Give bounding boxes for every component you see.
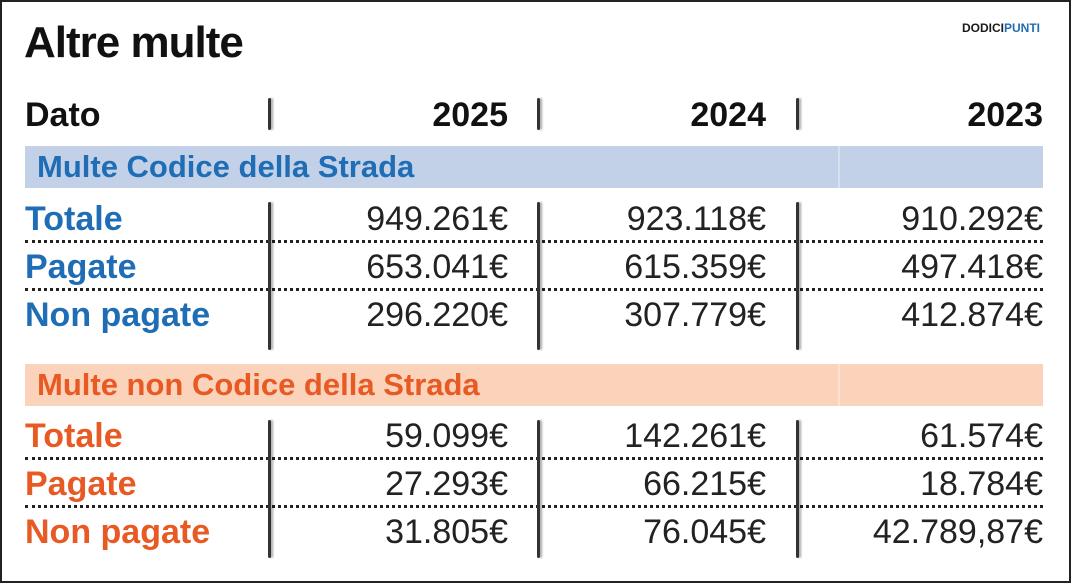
column-divider — [537, 202, 540, 350]
dotted-row-divider — [25, 505, 1043, 508]
row-label: Pagate — [25, 248, 137, 286]
row-label: Pagate — [25, 465, 137, 503]
table-header: Dato 2025 2024 2023 — [25, 92, 1043, 138]
value-cell-2025: 653.041€ — [366, 248, 508, 286]
dotted-row-divider — [25, 288, 1043, 291]
value-cell-2025: 949.261€ — [366, 200, 508, 238]
value-cell-2024: 66.215€ — [643, 465, 766, 503]
value-cell-2023: 61.574€ — [920, 417, 1043, 455]
value-cell-2023: 910.292€ — [901, 200, 1043, 238]
value-cell-2024: 307.779€ — [624, 296, 766, 334]
section-title: Multe non Codice della Strada — [37, 367, 480, 402]
logo-part-2: PUNTI — [1004, 21, 1040, 35]
table-row: Non pagate 296.220€ 307.779€ 412.874€ — [25, 292, 1043, 338]
value-cell-2025: 31.805€ — [385, 513, 508, 551]
logo-part-1: DODICI — [962, 21, 1004, 35]
brand-logo: DODICIPUNTI — [962, 21, 1040, 35]
dotted-row-divider — [25, 240, 1043, 243]
section-band-non-codice-strada: Multe non Codice della Strada — [25, 364, 1043, 406]
column-divider — [796, 202, 799, 350]
value-cell-2023: 412.874€ — [901, 296, 1043, 334]
value-cell-2025: 27.293€ — [385, 465, 508, 503]
column-divider — [796, 420, 799, 558]
column-divider — [268, 420, 271, 558]
value-cell-2023: 497.418€ — [901, 248, 1043, 286]
column-divider — [796, 98, 799, 130]
table-row: Totale 949.261€ 923.118€ 910.292€ — [25, 196, 1043, 242]
column-divider — [537, 98, 540, 130]
section-title: Multe Codice della Strada — [37, 149, 415, 184]
row-label: Totale — [25, 417, 123, 455]
table-row: Pagate 27.293€ 66.215€ 18.784€ — [25, 461, 1043, 507]
row-label: Non pagate — [25, 513, 211, 551]
header-2024: 2024 — [690, 96, 766, 134]
value-cell-2023: 42.789,87€ — [872, 513, 1043, 551]
value-cell-2024: 615.359€ — [624, 248, 766, 286]
column-divider — [268, 98, 271, 130]
value-cell-2023: 18.784€ — [920, 465, 1043, 503]
column-divider — [268, 202, 271, 350]
value-cell-2024: 142.261€ — [624, 417, 766, 455]
header-dato: Dato — [25, 96, 101, 134]
column-divider — [537, 420, 540, 558]
row-label: Non pagate — [25, 296, 211, 334]
table-row: Pagate 653.041€ 615.359€ 497.418€ — [25, 244, 1043, 290]
table-row: Non pagate 31.805€ 76.045€ 42.789,87€ — [25, 509, 1043, 555]
section-band-codice-strada: Multe Codice della Strada — [25, 146, 1043, 188]
dotted-row-divider — [25, 457, 1043, 460]
header-2025: 2025 — [432, 96, 508, 134]
header-2023: 2023 — [967, 96, 1043, 134]
value-cell-2024: 76.045€ — [643, 513, 766, 551]
page-title: Altre multe — [24, 18, 244, 67]
value-cell-2025: 59.099€ — [385, 417, 508, 455]
value-cell-2025: 296.220€ — [366, 296, 508, 334]
table-row: Totale 59.099€ 142.261€ 61.574€ — [25, 413, 1043, 459]
row-label: Totale — [25, 200, 123, 238]
value-cell-2024: 923.118€ — [626, 200, 766, 238]
